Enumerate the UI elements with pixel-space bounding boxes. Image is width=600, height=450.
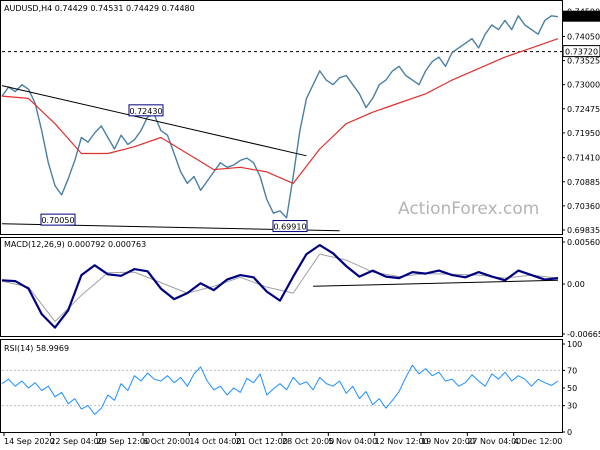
macd-label: MACD(12,26,9) 0.000792 0.000763 <box>4 240 146 249</box>
price-annotation: 0.72430 <box>128 104 164 117</box>
macd-axis-tick-label: 0.005607 <box>567 238 600 247</box>
x-axis-tick-label: 22 Sep 04:00 <box>50 437 103 446</box>
price-series-line <box>1 15 559 219</box>
price-annotation: 0.69910 <box>272 220 308 233</box>
price-axis-tick-label: 0.73000 <box>567 81 600 90</box>
rsi-series-group <box>1 364 562 415</box>
chart-title: AUDUSD,H4 0.74429 0.74531 0.74429 0.7448… <box>4 4 195 13</box>
last-price-tag: 0.74480 <box>565 13 598 22</box>
price-annotation: 0.70050 <box>40 213 76 226</box>
x-axis-tick-label: 4 Dec 12:00 <box>514 437 563 446</box>
annotation-label: 0.70050 <box>41 216 74 225</box>
price-y-axis: 0.745900.740500.735250.730000.724750.719… <box>562 8 600 235</box>
rsi-y-axis: 100 70 50 30 0 <box>562 340 582 437</box>
price-axis-tick-label: 0.70885 <box>567 178 600 187</box>
price-panel: ActionForex.com AUDUSD,H4 0.74429 0.7453… <box>0 0 600 235</box>
annotation-label: 0.69910 <box>273 223 306 232</box>
price-series-group: 0.72430 0.70050 0.69910 <box>1 15 562 233</box>
macd-axis-tick-label: 0.00 <box>567 280 585 289</box>
x-axis-tick-label: 5 Nov 04:00 <box>328 437 377 446</box>
x-axis-tick-label: 29 Sep 12:00 <box>97 437 150 446</box>
watermark: ActionForex.com <box>398 199 539 219</box>
price-axis-tick-label: 0.69835 <box>567 226 600 235</box>
price-axis-tick-label: 0.73525 <box>567 57 600 66</box>
macd-line <box>1 244 559 329</box>
macd-axis-tick-label: -0.006656 <box>567 330 600 339</box>
macd-y-axis: 0.005607 0.00 -0.006656 <box>562 238 600 339</box>
annotation-box <box>128 104 164 117</box>
rsi-panel: RSI(14) 58.9969 100 70 50 30 0 <box>0 339 582 437</box>
x-axis-tick-label: 28 Oct 20:00 <box>282 437 334 446</box>
macd-panel: MACD(12,26,9) 0.000792 0.000763 0.005607… <box>0 237 600 339</box>
last-price-tag-box <box>563 10 600 22</box>
rsi-axis-tick-label: 100 <box>567 340 582 349</box>
price-axis-tick-label: 0.70360 <box>567 202 600 211</box>
x-axis-tick-label: 12 Nov 12:00 <box>375 437 429 446</box>
x-axis-tick-label: 6 Oct 20:00 <box>143 437 190 446</box>
annotation-label: 0.72430 <box>129 107 162 116</box>
price-axis-tick-label: 0.71410 <box>567 154 600 163</box>
macd-signal-line <box>1 253 559 323</box>
rsi-axis-tick-label: 70 <box>567 366 577 375</box>
rsi-axis-tick-label: 0 <box>567 428 572 437</box>
macd-trendline <box>313 279 559 287</box>
macd-series-group <box>1 244 559 329</box>
moving-average-line <box>1 38 559 184</box>
price-axis-tick-label: 0.71950 <box>567 129 600 138</box>
macd-panel-frame <box>0 237 563 337</box>
rsi-line <box>1 364 559 415</box>
x-axis-tick-label: 14 Oct 04:00 <box>189 437 241 446</box>
x-axis-tick-label: 14 Sep 2020 <box>4 437 55 446</box>
price-axis-tick-label: 0.72475 <box>567 105 600 114</box>
price-axis-tick-label: 0.74050 <box>567 32 600 41</box>
x-axis-tick-label: 21 Oct 12:00 <box>236 437 288 446</box>
annotation-box <box>40 213 76 226</box>
price-panel-frame <box>0 0 563 235</box>
level-tag-box <box>562 45 600 58</box>
trendline <box>1 85 307 157</box>
annotation-box <box>272 220 308 233</box>
level-tag: 0.73720 <box>565 48 598 57</box>
x-axis-tick-label: 19 Nov 20:00 <box>421 437 475 446</box>
rsi-label: RSI(14) 58.9969 <box>4 344 69 353</box>
rsi-panel-frame <box>0 339 563 433</box>
rsi-axis-tick-label: 30 <box>567 402 577 411</box>
rsi-axis-tick-label: 50 <box>567 384 577 393</box>
x-axis-tick-label: 27 Nov 04:00 <box>467 437 521 446</box>
